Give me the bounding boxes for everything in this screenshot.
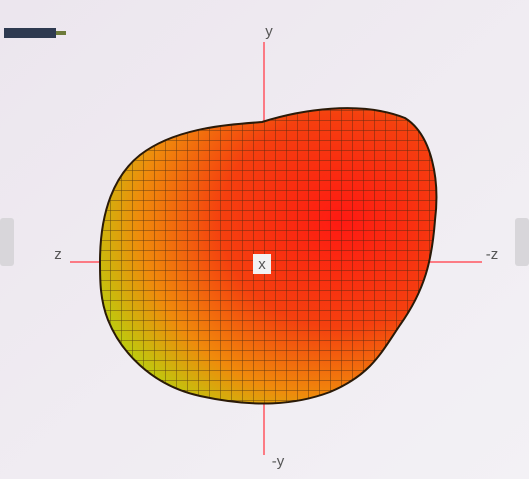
toolbar-tip (56, 31, 66, 35)
toolbar-bar (4, 28, 56, 38)
x-label: x (258, 256, 266, 273)
pattern-outline (98, 107, 438, 405)
left-tab[interactable] (0, 218, 14, 266)
right-tab[interactable] (515, 218, 529, 266)
y-label: y (265, 23, 273, 40)
z-label: z (54, 246, 62, 263)
neg-y-label: -y (272, 453, 285, 470)
neg-z-label: -z (486, 246, 499, 263)
x-label-box (253, 254, 271, 274)
